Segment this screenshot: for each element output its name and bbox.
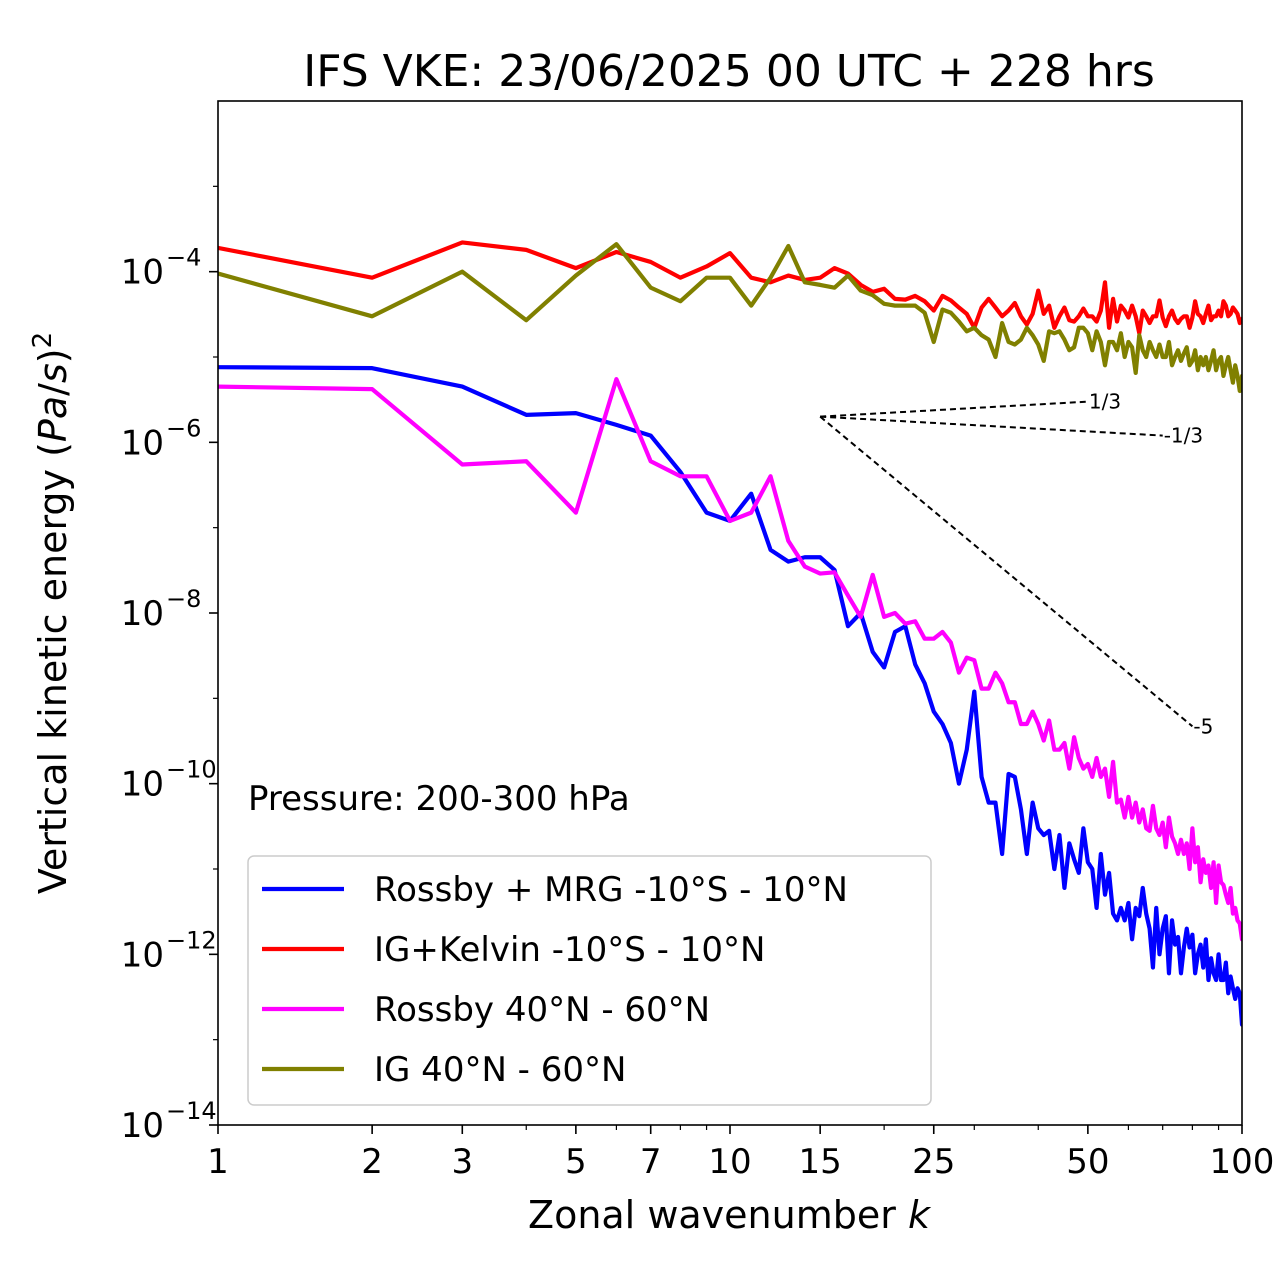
series-layer <box>218 240 1242 1027</box>
x-tick-label-0: 1 <box>207 1142 229 1182</box>
reference-slope-line-0 <box>820 400 1088 418</box>
plot-frame <box>217 100 1243 1126</box>
y-tick-label-5: 10 <box>121 253 164 293</box>
y-tick-exponent-0: −14 <box>166 1097 217 1125</box>
x-tick-label-3: 5 <box>565 1142 587 1182</box>
y-tick-exponent-1: −12 <box>166 926 217 954</box>
reference-slope-layer: 1/3 -1/3 -5 <box>819 390 1213 738</box>
reference-slope-label-1: -1/3 <box>1164 424 1203 448</box>
pressure-annotation: Pressure: 200-300 hPa <box>248 779 630 819</box>
y-axis-label-text: Vertical kinetic energy <box>31 457 75 894</box>
x-tick-label-5: 10 <box>708 1142 751 1182</box>
series-line-3 <box>218 242 1242 394</box>
x-tick-label-7: 25 <box>912 1142 955 1182</box>
reference-slope-label-0: 1/3 <box>1089 390 1121 414</box>
x-tick-label-1: 2 <box>361 1142 383 1182</box>
y-axis-label-exponent: 2 <box>28 332 58 349</box>
legend-entries: Rossby + MRG -10°S - 10°N IG+Kelvin -10°S… <box>262 870 848 1090</box>
x-tick-label-2: 3 <box>451 1142 473 1182</box>
legend-label-0: Rossby + MRG -10°S - 10°N <box>374 870 848 910</box>
legend: Rossby + MRG -10°S - 10°N IG+Kelvin -10°S… <box>247 855 932 1106</box>
reference-slope-line-2 <box>819 415 1194 728</box>
y-tick-exponent-4: −6 <box>166 414 201 442</box>
y-tick-label-2: 10 <box>121 765 164 805</box>
y-tick-label-1: 10 <box>121 935 164 975</box>
x-tick-label-6: 15 <box>799 1142 842 1182</box>
x-axis-label-text: Zonal wavenumber <box>528 1193 908 1237</box>
x-axis-label-var: k <box>908 1193 932 1237</box>
y-tick-exponent-3: −8 <box>166 585 201 613</box>
y-tick-label-4: 10 <box>121 423 164 463</box>
y-tick-exponent-2: −10 <box>166 756 217 784</box>
series-line-1 <box>218 240 1242 336</box>
y-tick-exponent-5: −4 <box>166 244 201 272</box>
legend-label-2: Rossby 40°N - 60°N <box>374 990 710 1030</box>
legend-label-3: IG 40°N - 60°N <box>374 1050 626 1090</box>
reference-slope-label-2: -5 <box>1193 714 1213 738</box>
y-tick-label-0: 10 <box>121 1106 164 1146</box>
chart-title: IFS VKE: 23/06/2025 00 UTC + 228 hrs <box>303 46 1155 97</box>
y-tick-label-3: 10 <box>121 594 164 634</box>
series-line-0 <box>218 365 1242 1027</box>
y-axis-label-unit: ( <box>31 442 75 457</box>
reference-slope-line-1 <box>820 415 1163 437</box>
x-axis-label: Zonal wavenumber k <box>528 1193 932 1237</box>
legend-box <box>247 855 932 1106</box>
x-tick-label-9: 100 <box>1210 1142 1275 1182</box>
x-tick-label-8: 50 <box>1066 1142 1109 1182</box>
x-tick-label-4: 7 <box>640 1142 662 1182</box>
legend-label-1: IG+Kelvin -10°S - 10°N <box>374 930 765 970</box>
series-line-2 <box>218 377 1242 942</box>
y-axis-label: Vertical kinetic energy (Pa/s)2 <box>28 332 75 894</box>
